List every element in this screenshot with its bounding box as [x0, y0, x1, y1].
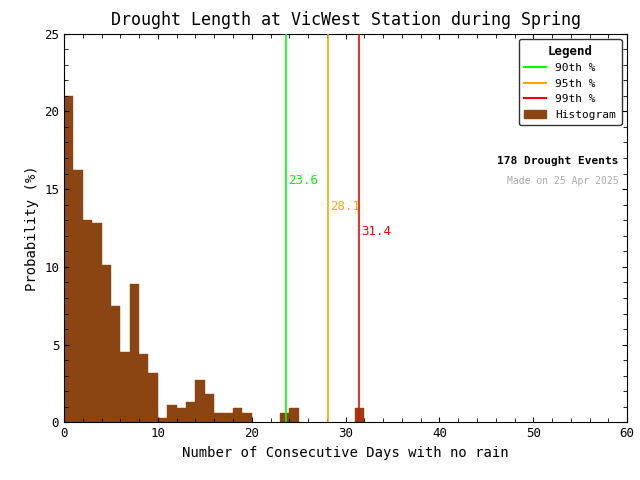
Bar — [233, 408, 243, 422]
Bar — [158, 418, 167, 422]
Text: 23.6: 23.6 — [289, 174, 318, 187]
Y-axis label: Probability (%): Probability (%) — [24, 165, 38, 291]
Text: Made on 25 Apr 2025: Made on 25 Apr 2025 — [507, 176, 619, 185]
Bar — [167, 405, 177, 422]
Bar — [280, 413, 289, 422]
Bar — [64, 96, 74, 422]
Legend: 90th %, 95th %, 99th %, Histogram: 90th %, 95th %, 99th %, Histogram — [518, 39, 621, 125]
Bar — [120, 352, 130, 422]
Bar — [130, 284, 139, 422]
Text: 28.1: 28.1 — [331, 200, 360, 213]
Bar — [83, 220, 92, 422]
Bar — [214, 413, 223, 422]
Title: Drought Length at VicWest Station during Spring: Drought Length at VicWest Station during… — [111, 11, 580, 29]
Bar — [177, 408, 186, 422]
Bar — [139, 354, 148, 422]
Bar — [102, 265, 111, 422]
Bar — [289, 408, 299, 422]
Text: 31.4: 31.4 — [362, 225, 392, 238]
Text: 178 Drought Events: 178 Drought Events — [497, 156, 619, 166]
Bar — [74, 170, 83, 422]
Bar — [186, 402, 195, 422]
Bar — [195, 381, 205, 422]
X-axis label: Number of Consecutive Days with no rain: Number of Consecutive Days with no rain — [182, 446, 509, 460]
Bar — [205, 395, 214, 422]
Bar — [355, 408, 364, 422]
Bar — [223, 413, 233, 422]
Bar — [148, 372, 158, 422]
Bar — [111, 306, 120, 422]
Bar — [243, 413, 252, 422]
Bar — [92, 223, 102, 422]
